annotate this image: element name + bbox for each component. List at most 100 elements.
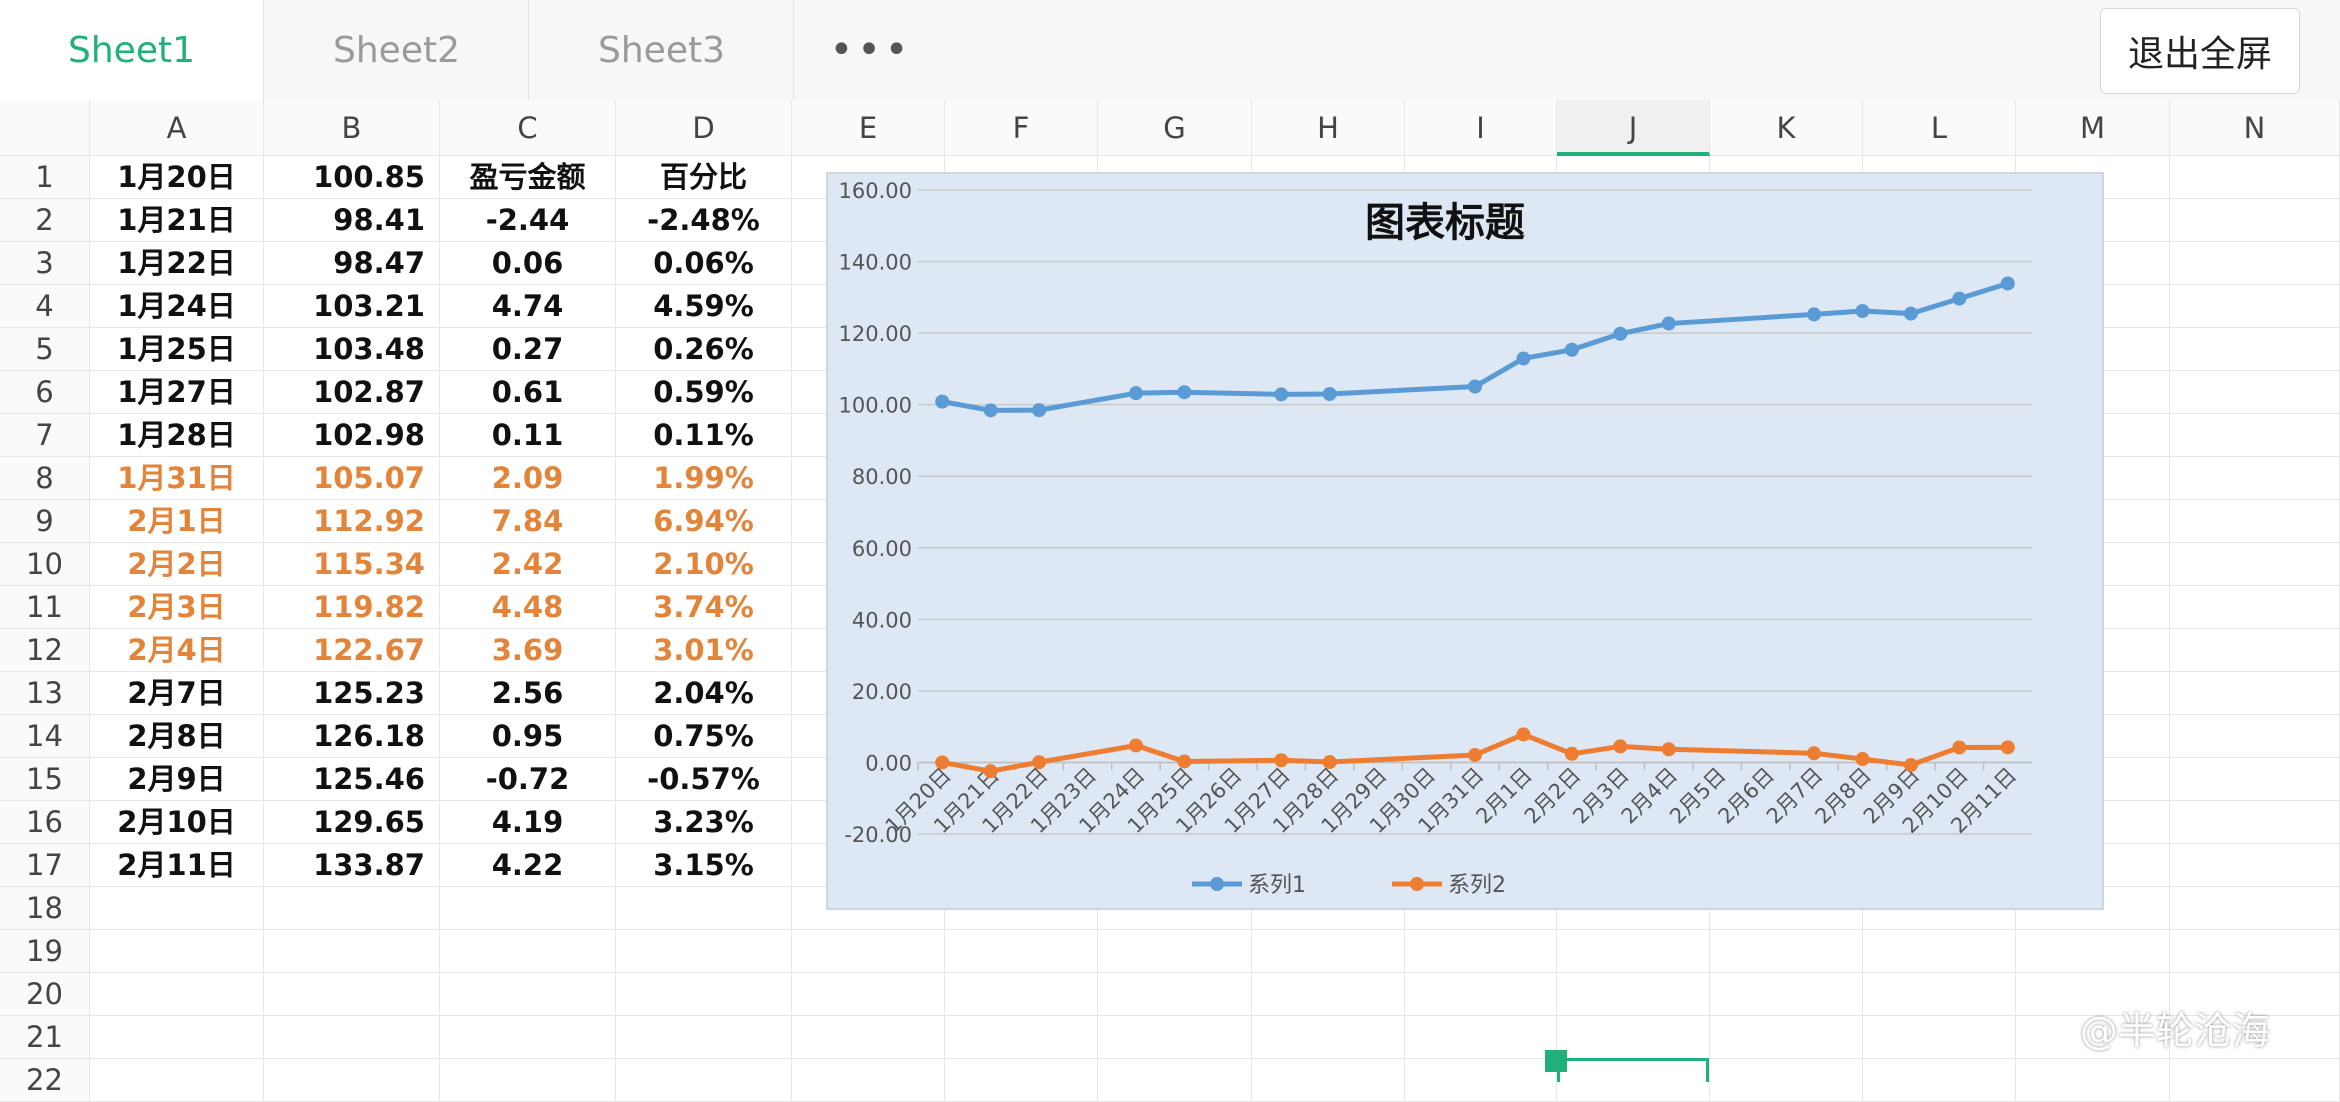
row-header[interactable]: 16 (0, 801, 90, 844)
cell-empty[interactable] (2170, 758, 2340, 801)
cell-c[interactable]: 0.95 (440, 715, 616, 758)
cell-empty[interactable] (792, 973, 945, 1016)
column-header-d[interactable]: D (616, 100, 792, 156)
column-header-e[interactable]: E (792, 100, 945, 156)
row-header[interactable]: 9 (0, 500, 90, 543)
row-header[interactable]: 13 (0, 672, 90, 715)
cell-empty[interactable] (2170, 801, 2340, 844)
cell-d[interactable]: 百分比 (616, 156, 792, 199)
cell-empty[interactable] (1710, 1059, 1863, 1102)
cell-empty[interactable] (2016, 973, 2170, 1016)
line-chart[interactable]: 160.00 140.00 120.00 100.00 80.00 60.00 40.00 2… (826, 172, 2104, 910)
cell-empty[interactable] (945, 973, 1098, 1016)
row-header[interactable]: 6 (0, 371, 90, 414)
row-header[interactable]: 20 (0, 973, 90, 1016)
column-header-a[interactable]: A (90, 100, 264, 156)
cell-d[interactable]: -0.57% (616, 758, 792, 801)
cell-c[interactable]: 4.74 (440, 285, 616, 328)
row-header[interactable]: 2 (0, 199, 90, 242)
cell-empty[interactable] (2016, 930, 2170, 973)
cell-b[interactable] (264, 1016, 440, 1059)
cell-empty[interactable] (1405, 1059, 1557, 1102)
cell-d[interactable] (616, 1016, 792, 1059)
cell-b[interactable]: 129.65 (264, 801, 440, 844)
cell-a[interactable]: 2月7日 (90, 672, 264, 715)
cell-c[interactable] (440, 887, 616, 930)
cell-empty[interactable] (1710, 1016, 1863, 1059)
cell-empty[interactable] (1557, 973, 1710, 1016)
cell-empty[interactable] (2170, 285, 2340, 328)
cell-empty[interactable] (2170, 242, 2340, 285)
row-header[interactable]: 15 (0, 758, 90, 801)
cell-b[interactable] (264, 1059, 440, 1102)
column-header-i[interactable]: I (1405, 100, 1557, 156)
cell-a[interactable]: 2月1日 (90, 500, 264, 543)
cell-empty[interactable] (2016, 1059, 2170, 1102)
cell-a[interactable]: 1月27日 (90, 371, 264, 414)
cell-empty[interactable] (792, 930, 945, 973)
cell-empty[interactable] (2016, 887, 2170, 930)
cell-empty[interactable] (1863, 1059, 2016, 1102)
cell-c[interactable]: 4.19 (440, 801, 616, 844)
cell-empty[interactable] (2016, 1016, 2170, 1059)
cell-empty[interactable] (1710, 930, 1863, 973)
cell-empty[interactable] (2170, 586, 2340, 629)
tab-sheet3[interactable]: Sheet3 (530, 0, 794, 100)
cell-empty[interactable] (2170, 715, 2340, 758)
cell-a[interactable]: 2月8日 (90, 715, 264, 758)
row-header[interactable]: 3 (0, 242, 90, 285)
cell-c[interactable] (440, 1016, 616, 1059)
column-header-f[interactable]: F (945, 100, 1098, 156)
cell-b[interactable] (264, 887, 440, 930)
more-tabs-button[interactable]: ••• (829, 27, 913, 73)
tab-sheet1[interactable]: Sheet1 (0, 0, 264, 100)
cell-d[interactable]: -2.48% (616, 199, 792, 242)
cell-d[interactable]: 0.11% (616, 414, 792, 457)
cell-b[interactable]: 133.87 (264, 844, 440, 887)
cell-d[interactable]: 3.23% (616, 801, 792, 844)
row-header[interactable]: 4 (0, 285, 90, 328)
cell-b[interactable]: 103.21 (264, 285, 440, 328)
cell-empty[interactable] (2170, 500, 2340, 543)
cell-empty[interactable] (945, 1059, 1098, 1102)
cell-empty[interactable] (1098, 1059, 1252, 1102)
cell-a[interactable] (90, 930, 264, 973)
cell-d[interactable]: 2.10% (616, 543, 792, 586)
cell-empty[interactable] (792, 1059, 945, 1102)
cell-a[interactable]: 1月31日 (90, 457, 264, 500)
row-header[interactable]: 5 (0, 328, 90, 371)
cell-b[interactable]: 98.41 (264, 199, 440, 242)
cell-empty[interactable] (1252, 1059, 1405, 1102)
cell-empty[interactable] (1557, 1016, 1710, 1059)
cell-a[interactable]: 2月2日 (90, 543, 264, 586)
row-header[interactable]: 21 (0, 1016, 90, 1059)
cell-b[interactable]: 119.82 (264, 586, 440, 629)
cell-c[interactable]: 3.69 (440, 629, 616, 672)
cell-empty[interactable] (2170, 457, 2340, 500)
cell-a[interactable] (90, 973, 264, 1016)
row-header[interactable]: 11 (0, 586, 90, 629)
cell-empty[interactable] (945, 1016, 1098, 1059)
cell-d[interactable]: 6.94% (616, 500, 792, 543)
cell-empty[interactable] (1405, 973, 1557, 1016)
cell-d[interactable]: 3.74% (616, 586, 792, 629)
cell-empty[interactable] (1098, 973, 1252, 1016)
cell-c[interactable]: -0.72 (440, 758, 616, 801)
select-all-corner[interactable] (0, 100, 90, 156)
cell-empty[interactable] (1405, 1016, 1557, 1059)
cell-a[interactable]: 1月28日 (90, 414, 264, 457)
cell-empty[interactable] (1863, 930, 2016, 973)
cell-c[interactable]: 0.06 (440, 242, 616, 285)
cell-c[interactable] (440, 973, 616, 1016)
cell-empty[interactable] (1405, 930, 1557, 973)
cell-d[interactable] (616, 973, 792, 1016)
cell-b[interactable]: 98.47 (264, 242, 440, 285)
cell-empty[interactable] (1098, 930, 1252, 973)
cell-b[interactable]: 112.92 (264, 500, 440, 543)
cell-b[interactable]: 122.67 (264, 629, 440, 672)
cell-c[interactable] (440, 930, 616, 973)
column-header-b[interactable]: B (264, 100, 440, 156)
row-header[interactable]: 8 (0, 457, 90, 500)
cell-a[interactable]: 1月21日 (90, 199, 264, 242)
row-header[interactable]: 7 (0, 414, 90, 457)
